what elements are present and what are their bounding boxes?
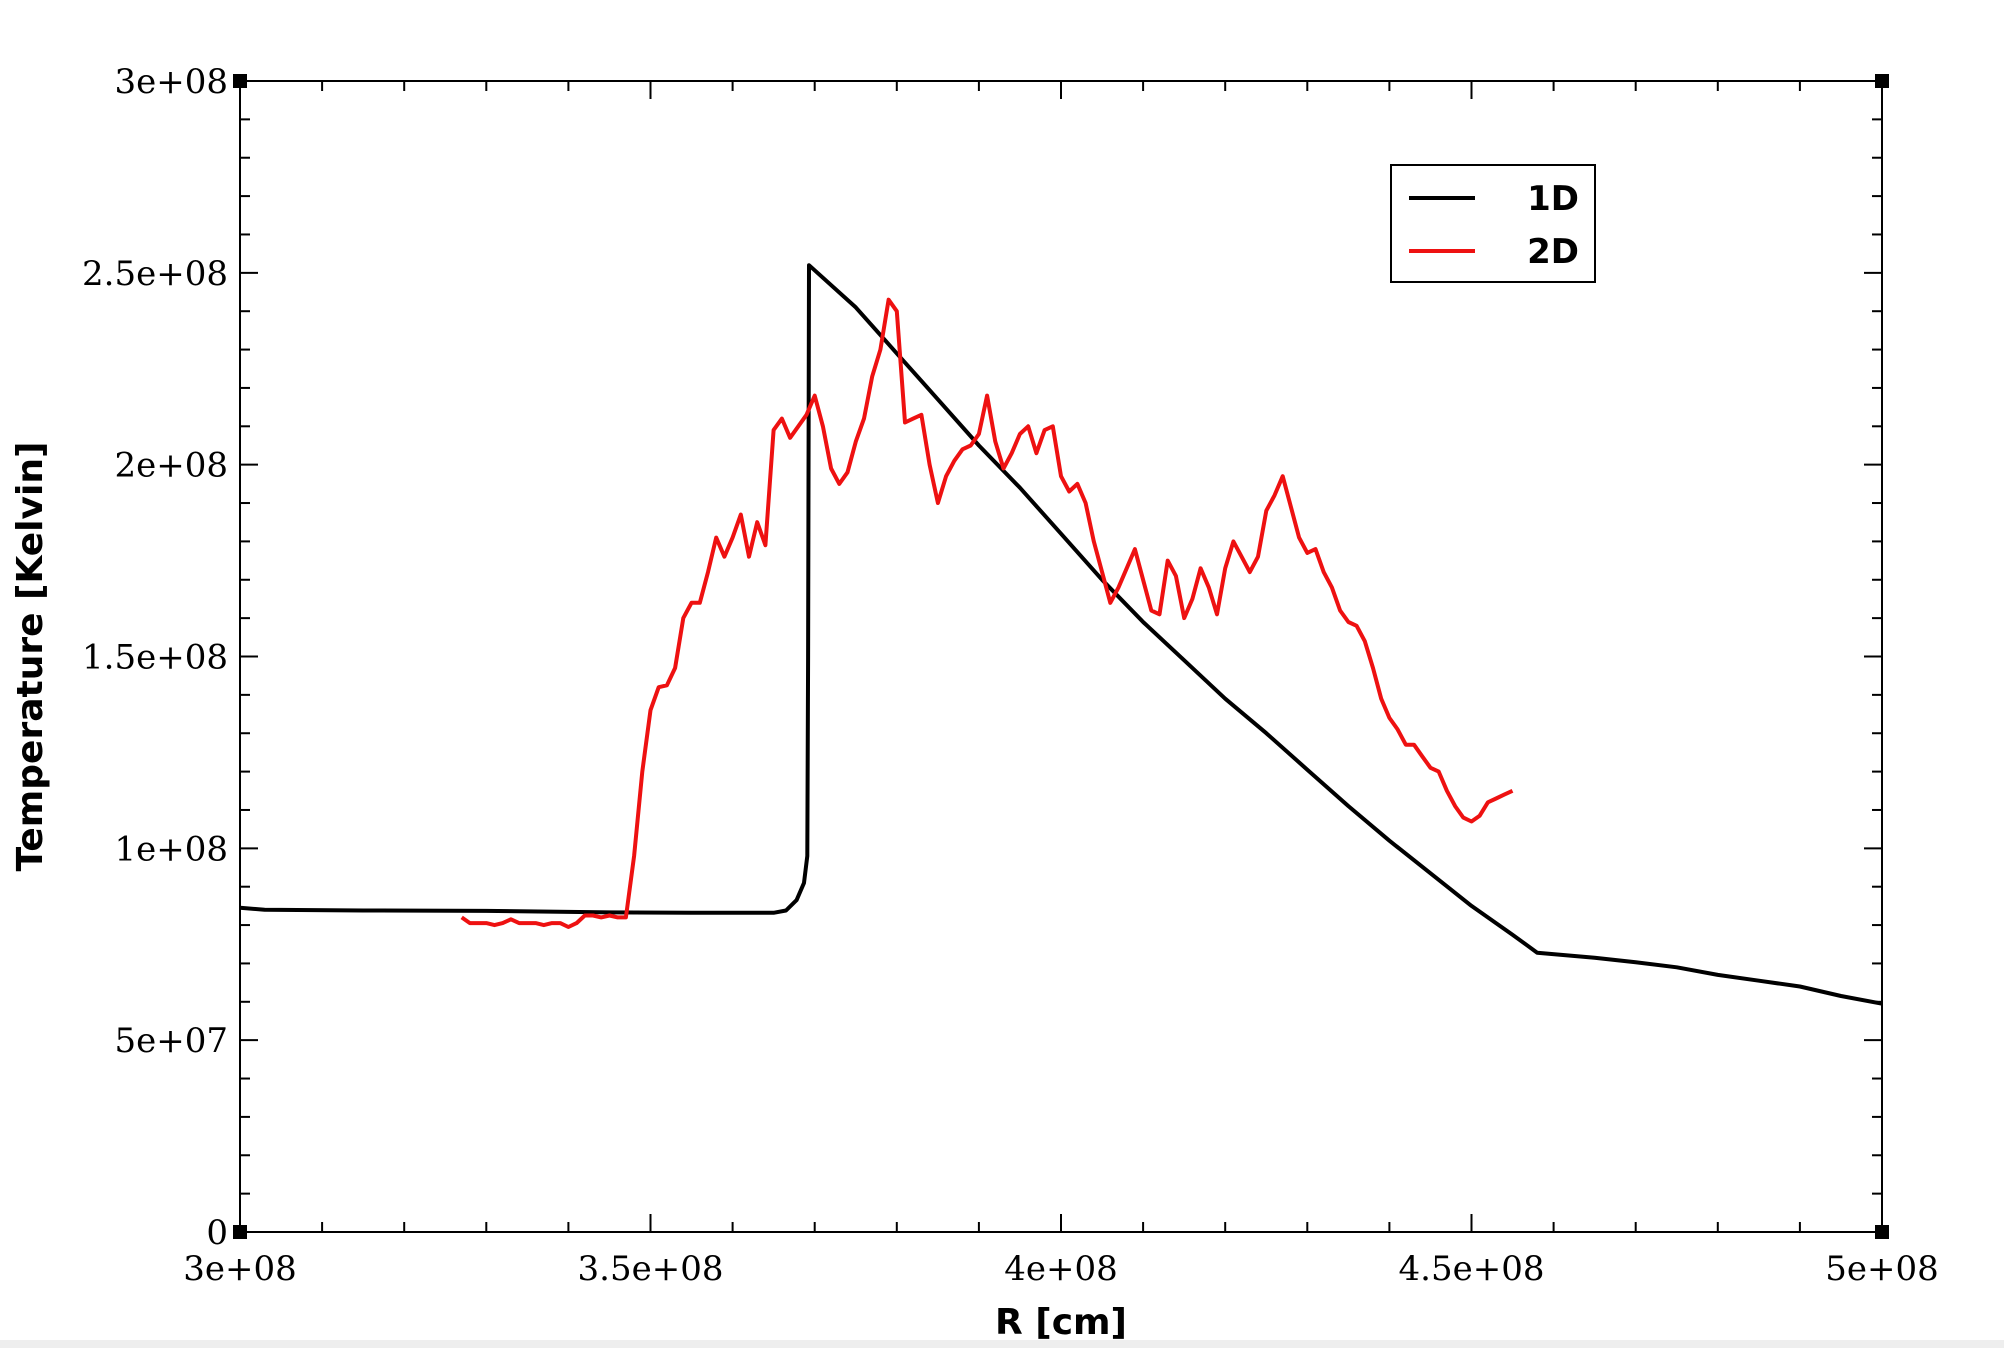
x-tick-label: 4.5e+08 (1399, 1249, 1545, 1289)
corner-marker (1875, 1225, 1889, 1239)
y-tick-label: 5e+07 (114, 1021, 228, 1061)
x-tick-label: 3.5e+08 (578, 1249, 724, 1289)
plot-frame (239, 80, 1883, 1233)
legend-box (1390, 164, 1596, 283)
y-tick-label: 2e+08 (114, 446, 228, 486)
corner-marker (233, 1225, 247, 1239)
plot-series (239, 263, 1883, 1006)
y-tick-label: 1e+08 (114, 829, 228, 869)
y-tick-label: 3e+08 (114, 62, 228, 102)
bottom-strip (0, 1340, 2004, 1348)
x-tick-label: 5e+08 (1825, 1249, 1939, 1289)
corner-marker (233, 74, 247, 88)
series-line-1d (239, 263, 1883, 1006)
x-tick-label: 4e+08 (1004, 1249, 1118, 1289)
series-line-2d (460, 297, 1514, 929)
tick-labels: 3e+08 3.5e+08 4e+08 4.5e+08 5e+08 0 5e+07 1e+08… (82, 62, 1939, 1289)
axis-ticks (239, 80, 1883, 1233)
legend: 1D 2D (1390, 164, 1596, 283)
frame-corner-markers (233, 74, 1889, 1239)
y-tick-label: 2.5e+08 (82, 254, 228, 294)
y-tick-label: 0 (206, 1213, 228, 1253)
legend-label-1d: 1D (1527, 179, 1579, 219)
legend-label-2d: 2D (1527, 232, 1579, 272)
corner-marker (1875, 74, 1889, 88)
x-axis-title: R [cm] (995, 1302, 1127, 1343)
x-tick-label: 3e+08 (183, 1249, 297, 1289)
y-axis-title: Temperature [Kelvin] (10, 442, 51, 872)
y-tick-label: 1.5e+08 (82, 638, 228, 678)
